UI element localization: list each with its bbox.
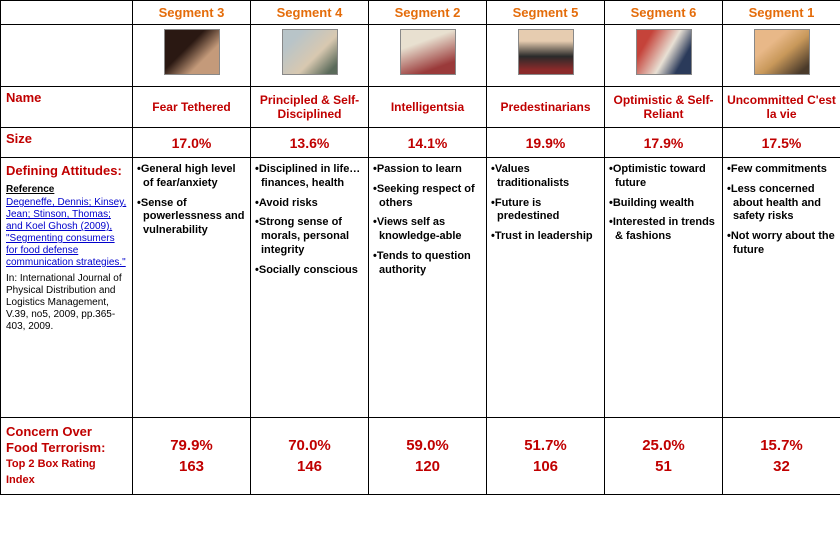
attitude-bullet: •Few commitments: [723, 163, 837, 177]
blank-corner: [1, 1, 133, 25]
attitudes-cell: •Optimistic toward future •Building wealt…: [605, 158, 723, 418]
attitude-bullet: •Future is predestined: [487, 197, 601, 225]
segment-table: Segment 3 Segment 4 Segment 2 Segment 5 …: [0, 0, 840, 495]
reference-link[interactable]: Degeneffe, Dennis; Kinsey, Jean; Stinson…: [6, 197, 127, 269]
concern-idx: 51: [655, 458, 672, 475]
concern-cell: 15.7% 32: [723, 418, 840, 495]
reference-journal: In: International Journal of Physical Di…: [6, 273, 127, 333]
segment-name: Intelligentsia: [369, 87, 487, 128]
segment-photo: [400, 29, 456, 75]
attitudes-cell: •Passion to learn •Seeking respect of oth…: [369, 158, 487, 418]
segment-size: 17.5%: [723, 128, 840, 158]
segment-name: Uncommitted C'est la vie: [723, 87, 840, 128]
seg-header: Segment 4: [251, 1, 369, 25]
photo-cell: [369, 25, 487, 87]
seg-header: Segment 3: [133, 1, 251, 25]
attitude-bullet: •Building wealth: [605, 197, 719, 211]
segment-name: Predestinarians: [487, 87, 605, 128]
segment-photo: [518, 29, 574, 75]
attitudes-cell: •General high level of fear/anxiety •Sens…: [133, 158, 251, 418]
concern-cell: 59.0% 120: [369, 418, 487, 495]
attitudes-cell: •Few commitments •Less concerned about he…: [723, 158, 840, 418]
concern-title: Concern Over Food Terrorism:: [6, 424, 105, 455]
seg-header: Segment 5: [487, 1, 605, 25]
row-label-name: Name: [1, 87, 133, 128]
seg-header: Segment 2: [369, 1, 487, 25]
attitude-bullet: •General high level of fear/anxiety: [133, 163, 247, 191]
concern-pct: 70.0%: [288, 437, 331, 454]
photo-cell: [487, 25, 605, 87]
attitude-bullet: •Trust in leadership: [487, 230, 601, 244]
concern-idx: 120: [415, 458, 440, 475]
attitude-bullet: •Not worry about the future: [723, 230, 837, 258]
attitude-bullet: •Interested in trends & fashions: [605, 216, 719, 244]
seg-header: Segment 1: [723, 1, 840, 25]
segment-name: Optimistic & Self-Reliant: [605, 87, 723, 128]
segment-photo: [282, 29, 338, 75]
attitude-bullet: •Values traditionalists: [487, 163, 601, 191]
attitudes-cell: •Disciplined in life… finances, health •A…: [251, 158, 369, 418]
attitude-bullet: •Tends to question authority: [369, 250, 483, 278]
attitudes-row: Defining Attitudes: Reference Degeneffe,…: [1, 158, 840, 418]
segment-size: 13.6%: [251, 128, 369, 158]
concern-cell: 70.0% 146: [251, 418, 369, 495]
segment-size: 17.9%: [605, 128, 723, 158]
concern-idx: 146: [297, 458, 322, 475]
segment-photo: [754, 29, 810, 75]
row-label-size: Size: [1, 128, 133, 158]
attitude-bullet: •Disciplined in life… finances, health: [251, 163, 365, 191]
row-label-concern: Concern Over Food Terrorism: Top 2 Box R…: [1, 418, 133, 495]
blank-cell: [1, 25, 133, 87]
concern-cell: 25.0% 51: [605, 418, 723, 495]
concern-cell: 79.9% 163: [133, 418, 251, 495]
concern-row: Concern Over Food Terrorism: Top 2 Box R…: [1, 418, 840, 495]
attitude-bullet: •Less concerned about health and safety …: [723, 183, 837, 224]
segment-photo: [164, 29, 220, 75]
segment-photo: [636, 29, 692, 75]
row-label-attitudes: Defining Attitudes: Reference Degeneffe,…: [1, 158, 133, 418]
concern-subtitle: Top 2 Box Rating Index: [6, 458, 96, 486]
concern-idx: 163: [179, 458, 204, 475]
attitude-bullet: •Optimistic toward future: [605, 163, 719, 191]
concern-pct: 25.0%: [642, 437, 685, 454]
attitude-bullet: •Socially conscious: [251, 264, 365, 278]
segment-size: 17.0%: [133, 128, 251, 158]
attitude-bullet: •Seeking respect of others: [369, 183, 483, 211]
attitude-bullet: •Strong sense of morals, personal integr…: [251, 216, 365, 257]
photo-cell: [723, 25, 840, 87]
attitude-bullet: •Sense of powerlessness and vulnerabilit…: [133, 197, 247, 238]
concern-pct: 51.7%: [524, 437, 567, 454]
attitude-bullet: •Avoid risks: [251, 197, 365, 211]
concern-idx: 106: [533, 458, 558, 475]
photo-row: [1, 25, 840, 87]
concern-idx: 32: [773, 458, 790, 475]
reference-label: Reference: [6, 184, 127, 195]
concern-pct: 59.0%: [406, 437, 449, 454]
header-row: Segment 3 Segment 4 Segment 2 Segment 5 …: [1, 1, 840, 25]
photo-cell: [251, 25, 369, 87]
segment-name: Fear Tethered: [133, 87, 251, 128]
photo-cell: [133, 25, 251, 87]
concern-pct: 15.7%: [760, 437, 803, 454]
attitudes-cell: •Values traditionalists •Future is predes…: [487, 158, 605, 418]
size-row: Size 17.0% 13.6% 14.1% 19.9% 17.9% 17.5%: [1, 128, 840, 158]
name-row: Name Fear Tethered Principled & Self-Dis…: [1, 87, 840, 128]
attitude-bullet: •Views self as knowledge-able: [369, 216, 483, 244]
attitudes-title: Defining Attitudes:: [6, 163, 127, 178]
photo-cell: [605, 25, 723, 87]
segment-size: 19.9%: [487, 128, 605, 158]
segment-size: 14.1%: [369, 128, 487, 158]
attitude-bullet: •Passion to learn: [369, 163, 483, 177]
segment-name: Principled & Self-Disciplined: [251, 87, 369, 128]
seg-header: Segment 6: [605, 1, 723, 25]
concern-cell: 51.7% 106: [487, 418, 605, 495]
concern-pct: 79.9%: [170, 437, 213, 454]
